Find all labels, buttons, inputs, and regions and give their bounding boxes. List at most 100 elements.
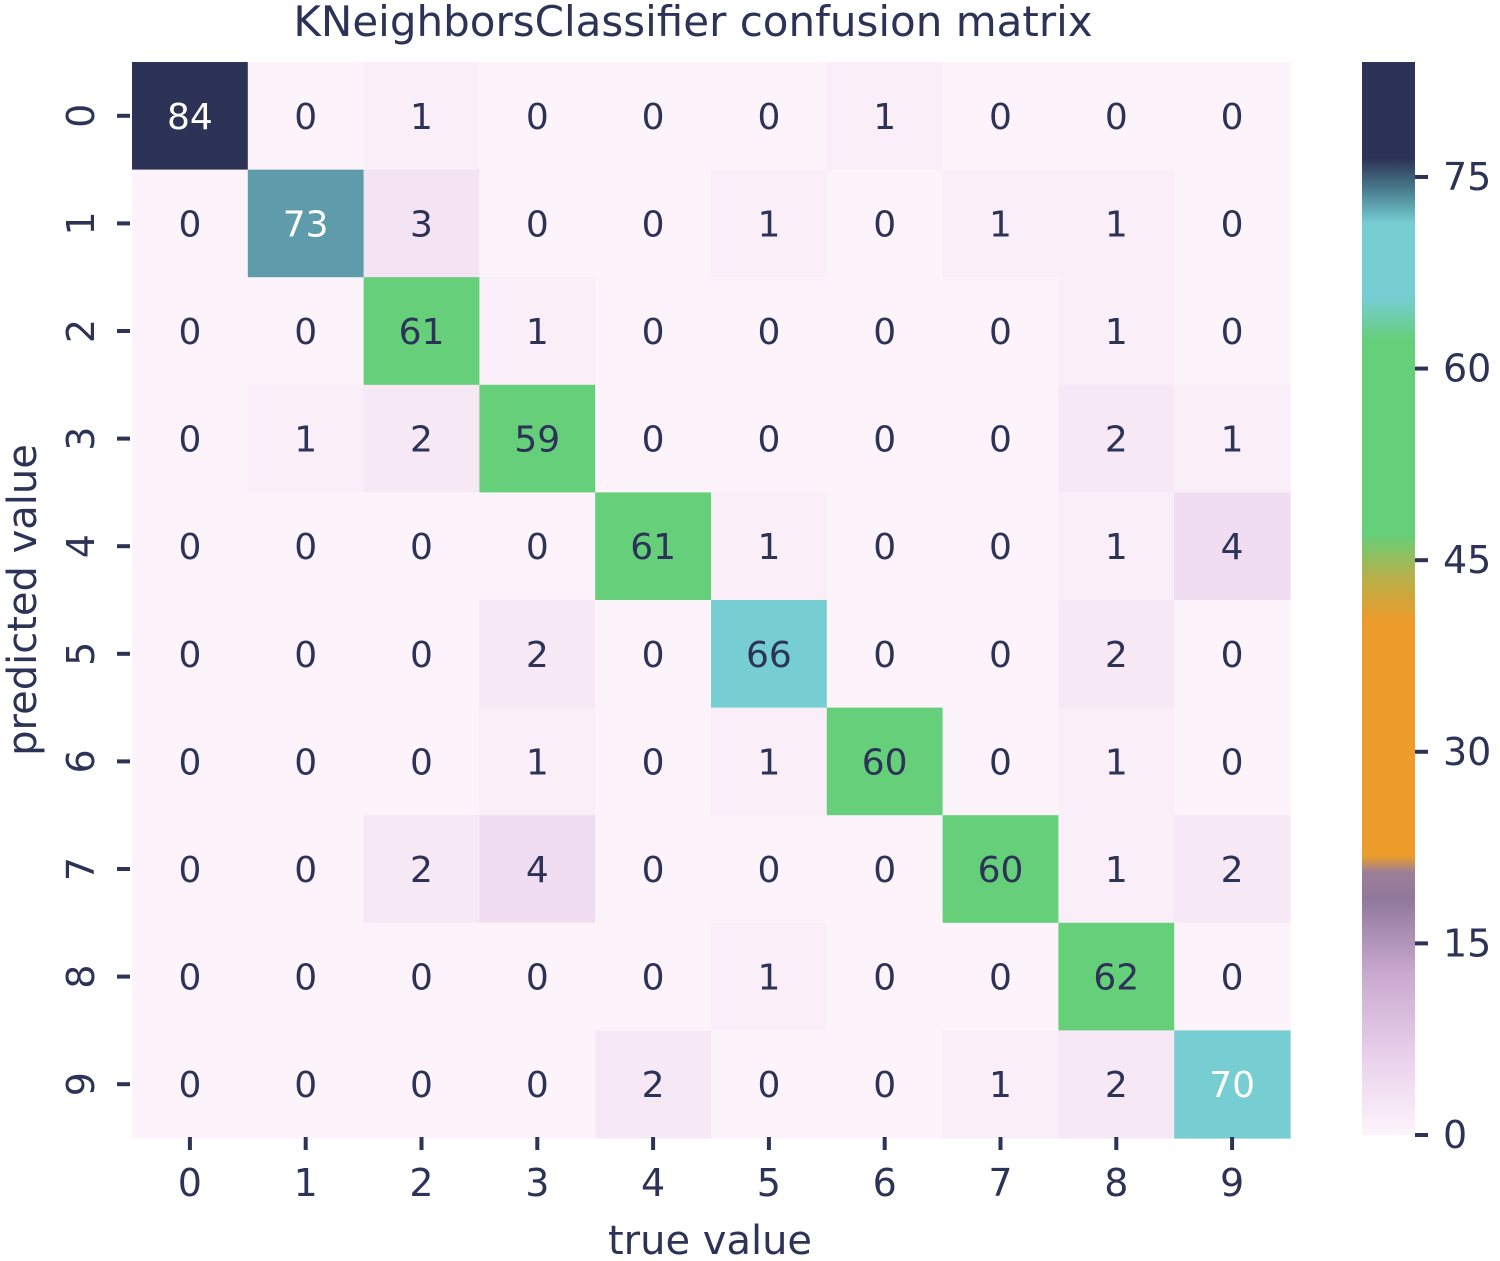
y-tick-label: 5 [59,642,103,666]
heatmap-cell-r5-c2 [363,600,480,709]
cell-value-r8-c1: 0 [294,958,317,999]
cell-value-r4-c0: 0 [178,527,201,568]
cell-value-r3-c5: 0 [757,420,780,461]
heatmap-cell-r7-c8 [1058,815,1175,924]
heatmap-cell-r7-c3 [479,815,596,924]
heatmap-cell-r8-c9 [1174,922,1291,1031]
heatmap-cell-r1-c3 [479,169,596,278]
colorbar [1362,62,1415,1135]
cell-value-r2-c9: 0 [1221,312,1244,353]
cell-value-r0-c3: 0 [526,97,549,138]
cell-value-r7-c9: 2 [1221,850,1244,891]
heatmap-cell-r4-c7 [942,492,1059,601]
cell-value-r0-c1: 0 [294,97,317,138]
cell-value-r2-c3: 1 [526,312,549,353]
heatmap-cell-r6-c3 [479,707,596,816]
colorbar-ticks: 0 15 30 45 60 75 [1415,155,1491,1157]
chart-title: KNeighborsClassifier confusion matrix [293,0,1092,46]
heatmap-cell-r4-c1 [247,492,365,601]
cell-value-r2-c4: 0 [642,312,665,353]
cell-value-r1-c0: 0 [178,204,201,245]
cell-value-r7-c1: 0 [294,850,317,891]
heatmap-cell-r3-c0 [132,384,249,493]
heatmap-cell-r3-c7 [942,384,1059,493]
colorbar-tick-label: 30 [1443,730,1491,774]
cell-value-r6-c4: 0 [642,742,665,783]
cell-value-r0-c5: 0 [757,97,780,138]
cell-value-r6-c3: 1 [526,742,549,783]
heatmap-cell-r4-c4 [595,492,712,601]
heatmap-cell-r6-c4 [595,707,712,816]
heatmap-cell-r8-c7 [942,922,1059,1031]
cell-value-r2-c6: 0 [873,312,896,353]
cell-value-r5-c5: 66 [746,635,792,676]
cell-value-r2-c0: 0 [178,312,201,353]
heatmap-cell-r1-c7 [942,169,1059,278]
heatmap-cells [132,62,1291,1139]
y-tick-label: 9 [59,1072,103,1096]
cell-value-r4-c5: 1 [757,527,780,568]
heatmap-cell-r7-c5 [711,815,828,924]
heatmap-cell-r6-c6 [826,707,944,816]
cell-value-r6-c5: 1 [757,742,780,783]
heatmap-cell-r5-c0 [132,600,249,709]
heatmap-cell-r4-c2 [363,492,480,601]
y-tick-label: 0 [59,104,103,128]
cell-value-r6-c0: 0 [178,742,201,783]
heatmap-cell-r2-c5 [711,277,828,386]
heatmap-cell-r0-c9 [1174,62,1291,171]
cell-value-r1-c8: 1 [1105,204,1128,245]
heatmap-cell-r7-c6 [826,815,944,924]
colorbar-tick-label: 45 [1443,538,1491,582]
cell-value-r7-c2: 2 [410,850,433,891]
cell-value-r2-c1: 0 [294,312,317,353]
cell-value-r6-c7: 0 [989,742,1012,783]
x-axis-ticks: 0 1 2 3 4 5 6 7 8 9 [178,1137,1244,1205]
heatmap-cell-r5-c4 [595,600,712,709]
cell-value-r6-c1: 0 [294,742,317,783]
heatmap-cell-r9-c0 [132,1030,249,1139]
heatmap-cell-r0-c3 [479,62,596,171]
heatmap-cell-r0-c5 [711,62,828,171]
cell-value-r3-c0: 0 [178,420,201,461]
cell-value-r6-c2: 0 [410,742,433,783]
heatmap-cell-r3-c4 [595,384,712,493]
cell-value-r5-c9: 0 [1221,635,1244,676]
heatmap-cell-r2-c0 [132,277,249,386]
cell-value-r3-c3: 59 [514,420,560,461]
heatmap-cell-r6-c5 [711,707,828,816]
heatmap-cell-r0-c4 [595,62,712,171]
heatmap-cell-r2-c7 [942,277,1059,386]
colorbar-tick-label: 15 [1443,921,1491,965]
heatmap-cell-r1-c6 [826,169,944,278]
cell-value-r5-c2: 0 [410,635,433,676]
cell-value-r9-c4: 2 [642,1065,665,1106]
cell-value-r1-c2: 3 [410,204,433,245]
heatmap-cell-r2-c8 [1058,277,1175,386]
cell-value-r3-c7: 0 [989,420,1012,461]
colorbar-tick-label: 0 [1443,1113,1467,1157]
heatmap-cell-r5-c9 [1174,600,1291,709]
cell-value-r6-c9: 0 [1221,742,1244,783]
cell-value-r2-c7: 0 [989,312,1012,353]
cell-value-r9-c1: 0 [294,1065,317,1106]
heatmap-cell-r7-c4 [595,815,712,924]
heatmap-cell-r6-c2 [363,707,480,816]
cell-value-r0-c7: 0 [989,97,1012,138]
cell-value-r8-c3: 0 [526,958,549,999]
heatmap-cell-r0-c8 [1058,62,1175,171]
heatmap-cell-r3-c6 [826,384,944,493]
cell-value-r8-c0: 0 [178,958,201,999]
cell-value-r1-c1: 73 [283,204,329,245]
cell-value-r6-c8: 1 [1105,742,1128,783]
heatmap-cell-r9-c7 [942,1030,1059,1139]
cell-value-r9-c7: 1 [989,1065,1012,1106]
heatmap-cell-r5-c6 [826,600,944,709]
x-tick-label: 7 [988,1161,1012,1205]
heatmap-cell-r1-c9 [1174,169,1291,278]
y-tick-label: 2 [59,319,103,343]
heatmap-cell-r7-c9 [1174,815,1291,924]
heatmap-cell-r2-c9 [1174,277,1291,386]
cell-value-r0-c9: 0 [1221,97,1244,138]
heatmap-cell-r4-c3 [479,492,596,601]
